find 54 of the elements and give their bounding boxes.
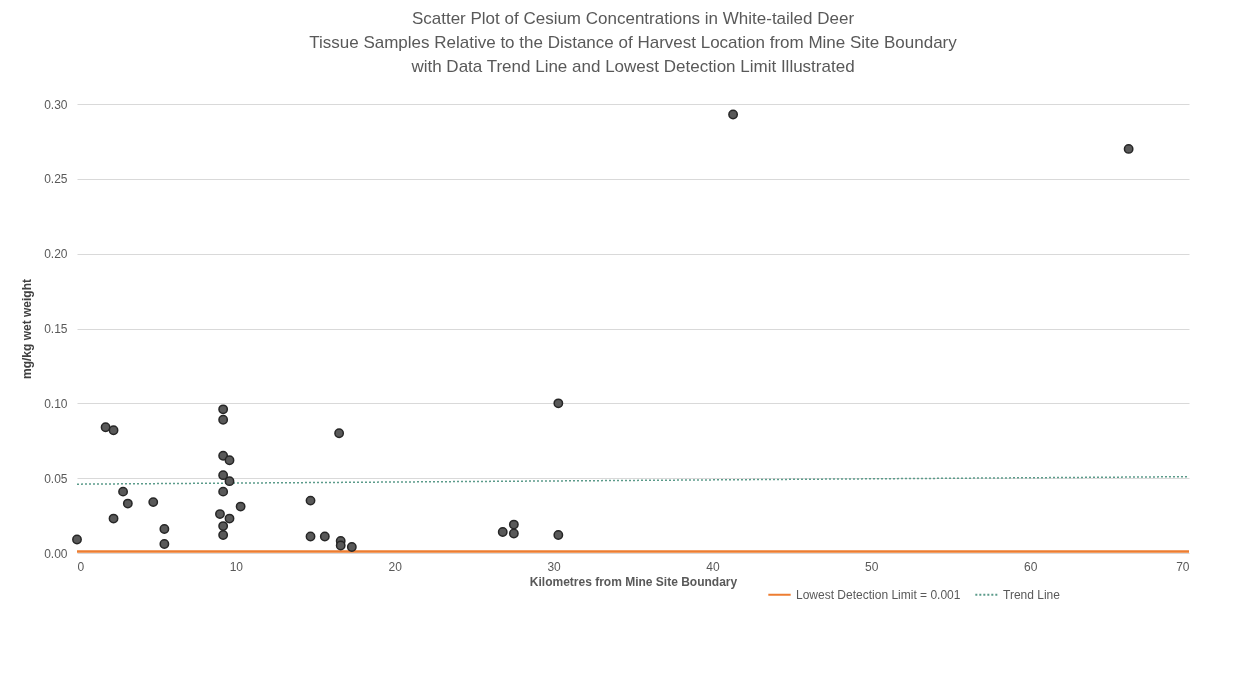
y-tick-label: 0.20 — [44, 247, 68, 262]
y-tick-label: 0.10 — [44, 396, 68, 411]
x-tick-label: 70 — [1176, 559, 1190, 574]
x-tick-label: 0 — [77, 559, 85, 574]
x-tick-label: 40 — [706, 559, 720, 574]
point — [224, 476, 235, 487]
x-tick-label: 30 — [547, 559, 562, 574]
point — [305, 495, 316, 506]
y-tick-label: 0.15 — [44, 322, 68, 336]
point — [108, 513, 119, 524]
point — [218, 450, 229, 461]
point — [319, 531, 330, 542]
point — [235, 501, 246, 512]
point — [508, 528, 519, 539]
legend-label: Lowest Detection Limit = 0.001 — [796, 587, 961, 602]
point — [218, 486, 229, 497]
point — [218, 404, 229, 415]
point — [72, 534, 82, 545]
y-tick-label: 0.30 — [44, 97, 68, 112]
point — [224, 455, 235, 466]
point — [346, 542, 357, 552]
point — [1123, 143, 1134, 154]
x-tick-label: 20 — [388, 559, 403, 574]
point — [148, 497, 159, 508]
x-tick-label: 50 — [865, 559, 879, 574]
point — [334, 428, 345, 439]
y-tick-label: 0.00 — [44, 546, 68, 561]
point — [215, 509, 225, 520]
point — [218, 530, 229, 540]
x-tick-label: 60 — [1023, 559, 1038, 574]
legend-label: Trend Line — [1003, 587, 1061, 602]
y-tick-label: 0.25 — [44, 172, 68, 187]
point — [122, 498, 133, 509]
point — [224, 513, 235, 524]
point — [159, 524, 170, 534]
point — [108, 425, 119, 436]
point — [728, 109, 739, 120]
y-axis-title: mg/kg wet weight — [20, 278, 35, 380]
point — [218, 414, 229, 425]
point — [497, 527, 508, 537]
point — [218, 470, 229, 481]
point — [553, 398, 564, 409]
point — [218, 521, 229, 531]
y-tick-label: 0.05 — [44, 471, 68, 486]
point — [508, 519, 519, 530]
point — [335, 540, 346, 551]
point — [305, 531, 316, 542]
point — [100, 422, 111, 433]
point — [118, 486, 128, 497]
x-axis-title: Kilometres from Mine Site Boundary — [529, 574, 738, 589]
x-tick-label: 10 — [229, 559, 244, 574]
point — [553, 530, 564, 540]
chart-title: Scatter Plot of Cesium Concentrations in White-tailed Deer Tissue Samples Relative to the Distance of Harvest Location from Mine Site Boundary with Data Trend Line and Lowest Detection Limit Illustrated — [309, 9, 958, 76]
point — [159, 539, 170, 549]
